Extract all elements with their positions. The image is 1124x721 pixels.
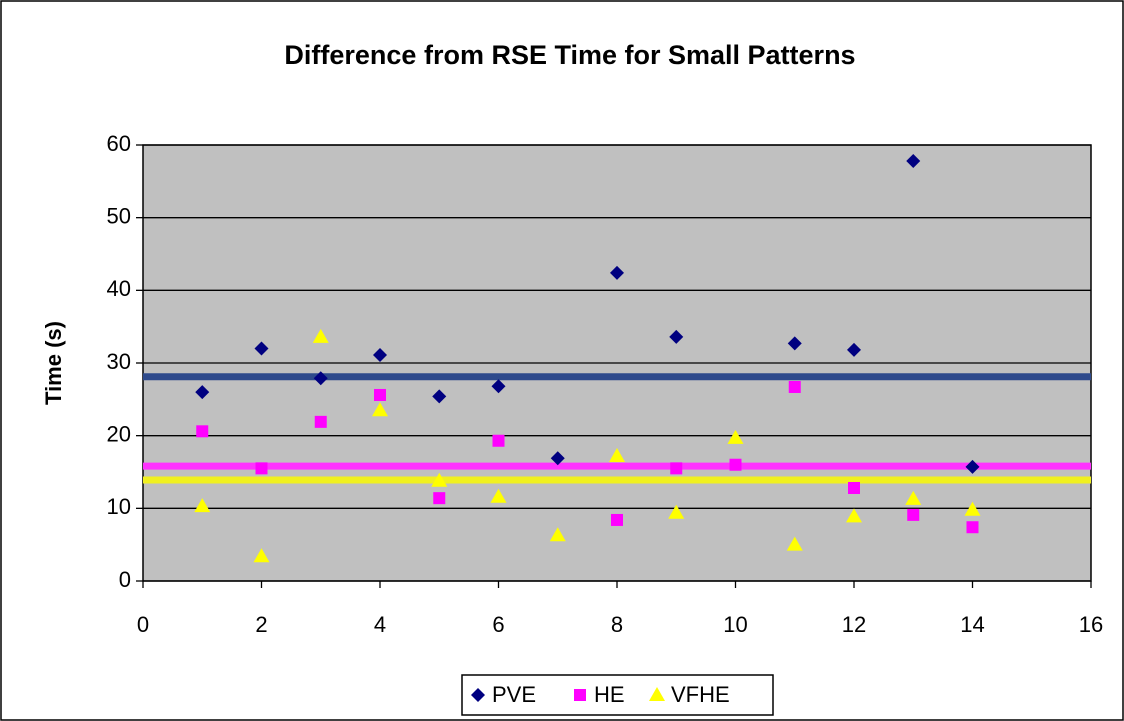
- point: [374, 388, 386, 401]
- y-tick-label: 60: [107, 131, 131, 156]
- point: [253, 548, 270, 563]
- legend-marker: [574, 689, 586, 701]
- x-tick-label: 12: [842, 612, 866, 637]
- legend-label: PVE: [492, 682, 536, 707]
- y-tick-label: 30: [107, 349, 131, 374]
- point: [550, 451, 565, 466]
- legend-label: HE: [594, 682, 625, 707]
- legend-marker: [649, 687, 665, 701]
- point: [433, 492, 446, 505]
- x-tick-label: 8: [611, 612, 623, 637]
- legend-label: VFHE: [671, 682, 730, 707]
- point: [431, 472, 448, 487]
- y-tick-label: 0: [119, 567, 131, 592]
- point: [786, 536, 803, 551]
- point: [906, 153, 921, 168]
- point: [373, 348, 387, 363]
- point: [729, 458, 742, 471]
- x-tick-label: 6: [492, 612, 504, 637]
- x-tick-label: 14: [960, 612, 984, 637]
- point: [611, 513, 623, 526]
- legend-box: [461, 674, 774, 716]
- point: [491, 379, 506, 394]
- point: [196, 425, 209, 438]
- y-tick-label: 50: [107, 203, 131, 228]
- y-tick-label: 10: [107, 494, 131, 519]
- x-tick-label: 2: [255, 612, 267, 637]
- point: [549, 527, 566, 542]
- point: [847, 342, 861, 357]
- point: [312, 328, 329, 343]
- point: [787, 336, 802, 351]
- x-tick-label: 4: [374, 612, 386, 637]
- point: [195, 385, 210, 400]
- x-tick-label: 10: [723, 612, 747, 637]
- point: [492, 434, 505, 447]
- point: [668, 504, 685, 519]
- y-tick-label: 20: [107, 421, 131, 446]
- point: [788, 380, 801, 393]
- point: [965, 459, 980, 474]
- point: [610, 265, 624, 280]
- point: [669, 329, 684, 344]
- point: [846, 508, 862, 523]
- x-tick-label: 0: [137, 612, 149, 637]
- point: [905, 490, 922, 505]
- legend-marker: [471, 688, 485, 702]
- point: [313, 371, 328, 386]
- point: [432, 389, 447, 404]
- point: [609, 448, 625, 463]
- point: [964, 501, 981, 516]
- point: [727, 429, 744, 444]
- point: [848, 481, 860, 494]
- chart-title: Difference from RSE Time for Small Patte…: [284, 40, 855, 70]
- point: [314, 415, 327, 428]
- point: [194, 498, 211, 513]
- point: [966, 521, 979, 534]
- point: [490, 488, 507, 503]
- y-tick-label: 40: [107, 276, 131, 301]
- point: [907, 508, 920, 521]
- point: [372, 402, 388, 417]
- point: [670, 462, 683, 475]
- y-axis-label: Time (s): [41, 321, 66, 405]
- point: [254, 341, 269, 356]
- point: [255, 462, 268, 475]
- x-tick-label: 16: [1079, 612, 1103, 637]
